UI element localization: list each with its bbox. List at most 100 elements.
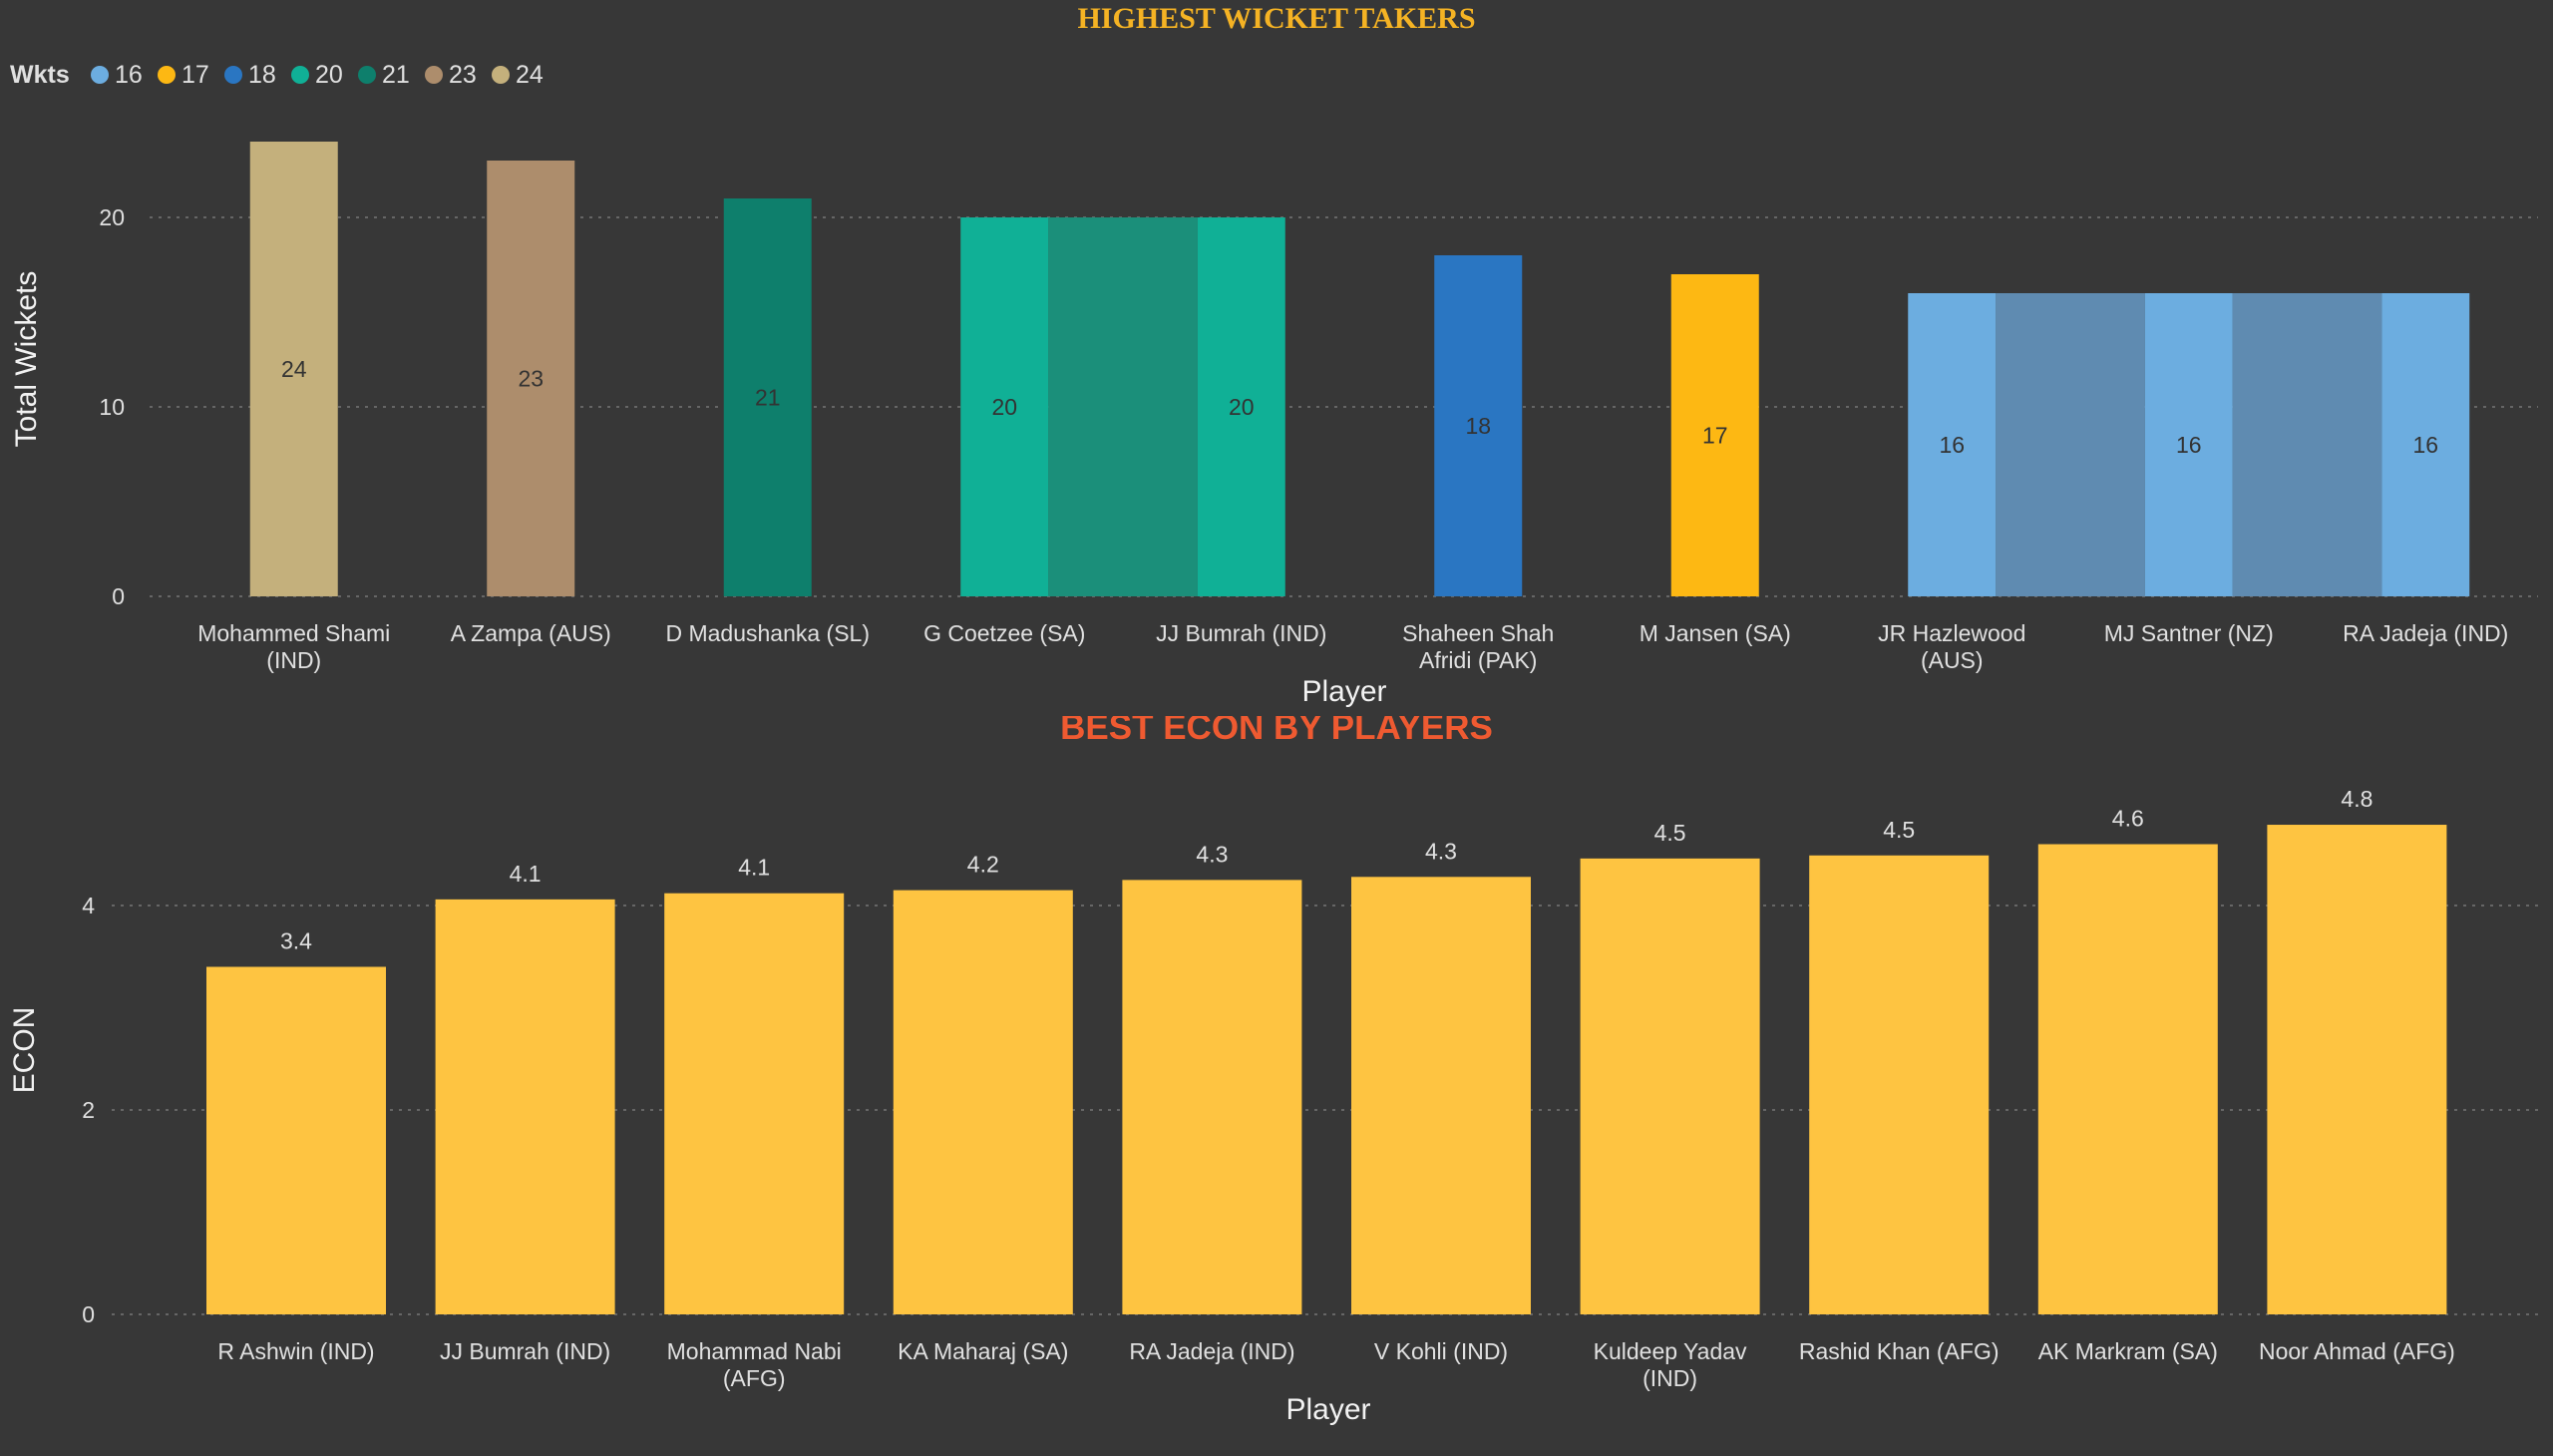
data-label: 4.2 — [967, 852, 999, 878]
x-tick-label: MJ Santner (NZ) — [2104, 620, 2274, 646]
data-label: 4.3 — [1196, 841, 1228, 867]
x-tick-label: Shaheen Shah — [1402, 620, 1554, 646]
legend-label: 24 — [516, 61, 544, 89]
data-label: 21 — [755, 385, 781, 411]
legend-item: 18 — [224, 61, 276, 89]
chart-title: BEST ECON BY PLAYERS — [1060, 716, 1493, 747]
bar — [1580, 858, 1760, 1314]
x-tick-label: V Kohli (IND) — [1374, 1338, 1508, 1364]
wicket-takers-chart: HIGHEST WICKET TAKERS Wkts 16 17 18 20 21 23 24 0… — [10, 2, 2538, 708]
best-econ-chart: BEST ECON BY PLAYERS 0 2 4 3.4 R Ashwin (IND)… — [8, 716, 2538, 1426]
legend-label: 18 — [248, 61, 276, 89]
bar — [960, 217, 1049, 596]
legend-label: 21 — [382, 61, 410, 89]
x-tick-label: M Jansen (SA) — [1640, 620, 1791, 646]
bar-connector — [1048, 217, 1198, 596]
legend-label: 17 — [182, 61, 209, 89]
x-axis-title: Player — [1301, 675, 1386, 708]
legend-marker — [91, 66, 109, 84]
bar — [723, 198, 812, 596]
data-label: 20 — [991, 394, 1017, 420]
bar — [435, 899, 615, 1314]
legend-item: 21 — [358, 61, 410, 89]
x-tick-label: D Madushanka (SL) — [665, 620, 870, 646]
legend-label: 23 — [449, 61, 477, 89]
x-tick-label: JR Hazlewood — [1878, 620, 2025, 646]
x-tick-label: Mohammed Shami — [197, 620, 390, 646]
data-label: 3.4 — [280, 928, 312, 954]
legend-title: Wkts — [10, 61, 70, 89]
legend-item: 16 — [91, 61, 143, 89]
x-tick-label: G Coetzee (SA) — [923, 620, 1085, 646]
data-label: 4.1 — [510, 861, 542, 887]
x-tick-label: (IND) — [1642, 1365, 1697, 1391]
x-tick-label: Rashid Khan (AFG) — [1799, 1338, 2000, 1364]
x-tick-label: (IND) — [266, 647, 321, 673]
bar — [1670, 274, 1759, 596]
data-label: 17 — [1702, 423, 1728, 449]
data-label: 4.3 — [1425, 838, 1457, 864]
legend: Wkts 16 17 18 20 21 23 24 — [10, 61, 544, 89]
x-axis-title: Player — [1285, 1393, 1370, 1426]
legend-label: 20 — [315, 61, 343, 89]
x-tick-label: (AFG) — [723, 1365, 786, 1391]
bar — [2144, 293, 2233, 596]
y-tick-label: 4 — [82, 893, 95, 918]
x-tick-label: RA Jadeja (IND) — [2343, 620, 2508, 646]
bar — [206, 966, 386, 1314]
data-label: 4.5 — [1883, 817, 1915, 843]
data-label: 24 — [281, 356, 307, 382]
x-tick-label: RA Jadeja (IND) — [1129, 1338, 1294, 1364]
x-tick-label: Mohammad Nabi — [667, 1338, 842, 1364]
legend-marker — [158, 66, 176, 84]
y-axis-title: Total Wickets — [10, 271, 43, 448]
bar-connector — [1996, 293, 2145, 596]
x-tick-label: JJ Bumrah (IND) — [1156, 620, 1326, 646]
data-label: 16 — [2412, 432, 2438, 458]
data-label: 23 — [518, 366, 544, 392]
y-tick-label: 0 — [112, 583, 125, 609]
x-tick-label: KA Maharaj (SA) — [898, 1338, 1068, 1364]
legend-marker — [425, 66, 443, 84]
data-label: 4.1 — [738, 855, 770, 881]
bar — [664, 893, 845, 1314]
bar — [2267, 825, 2447, 1314]
x-tick-label: JJ Bumrah (IND) — [440, 1338, 610, 1364]
bar — [893, 890, 1073, 1314]
bar — [2037, 844, 2218, 1314]
x-tick-label: AK Markram (SA) — [2038, 1338, 2218, 1364]
bar-connector — [2232, 293, 2382, 596]
bar — [1908, 293, 1997, 596]
legend-item: 24 — [492, 61, 544, 89]
data-label: 16 — [1939, 432, 1965, 458]
legend-item: 17 — [158, 61, 209, 89]
bar — [1809, 855, 1990, 1314]
y-tick-label: 0 — [82, 1301, 95, 1327]
legend-marker — [492, 66, 510, 84]
x-tick-label: (AUS) — [1921, 647, 1984, 673]
legend-item: 23 — [425, 61, 477, 89]
bar — [1197, 217, 1285, 596]
y-tick-label: 20 — [99, 204, 125, 230]
bar — [1122, 880, 1302, 1314]
bar — [2381, 293, 2470, 596]
y-tick-label: 2 — [82, 1097, 95, 1123]
x-tick-label: Kuldeep Yadav — [1594, 1338, 1747, 1364]
x-tick-label: R Ashwin (IND) — [217, 1338, 374, 1364]
chart-title: HIGHEST WICKET TAKERS — [1077, 2, 1475, 35]
legend-label: 16 — [115, 61, 143, 89]
bar — [1351, 877, 1531, 1314]
y-axis-title: ECON — [8, 1007, 41, 1094]
data-label: 20 — [1229, 394, 1255, 420]
data-label: 16 — [2176, 432, 2202, 458]
x-tick-label: Afridi (PAK) — [1419, 647, 1537, 673]
bar — [249, 142, 338, 596]
legend-marker — [358, 66, 376, 84]
x-tick-label: Noor Ahmad (AFG) — [2259, 1338, 2455, 1364]
data-label: 4.5 — [1654, 820, 1686, 846]
data-label: 4.6 — [2112, 806, 2144, 832]
bar — [1434, 255, 1523, 596]
data-label: 18 — [1465, 413, 1491, 439]
legend-marker — [291, 66, 309, 84]
